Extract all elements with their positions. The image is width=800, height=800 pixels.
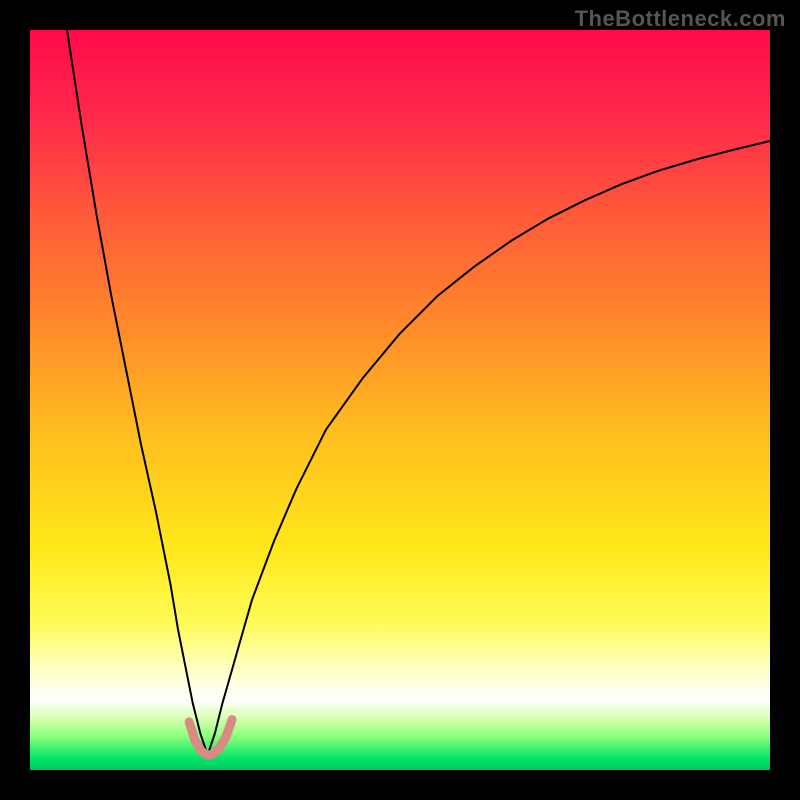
plot-area [30, 30, 770, 770]
gradient-background [30, 30, 770, 770]
chart-frame: TheBottleneck.com [0, 0, 800, 800]
watermark-text: TheBottleneck.com [575, 6, 786, 32]
chart-svg [30, 30, 770, 770]
